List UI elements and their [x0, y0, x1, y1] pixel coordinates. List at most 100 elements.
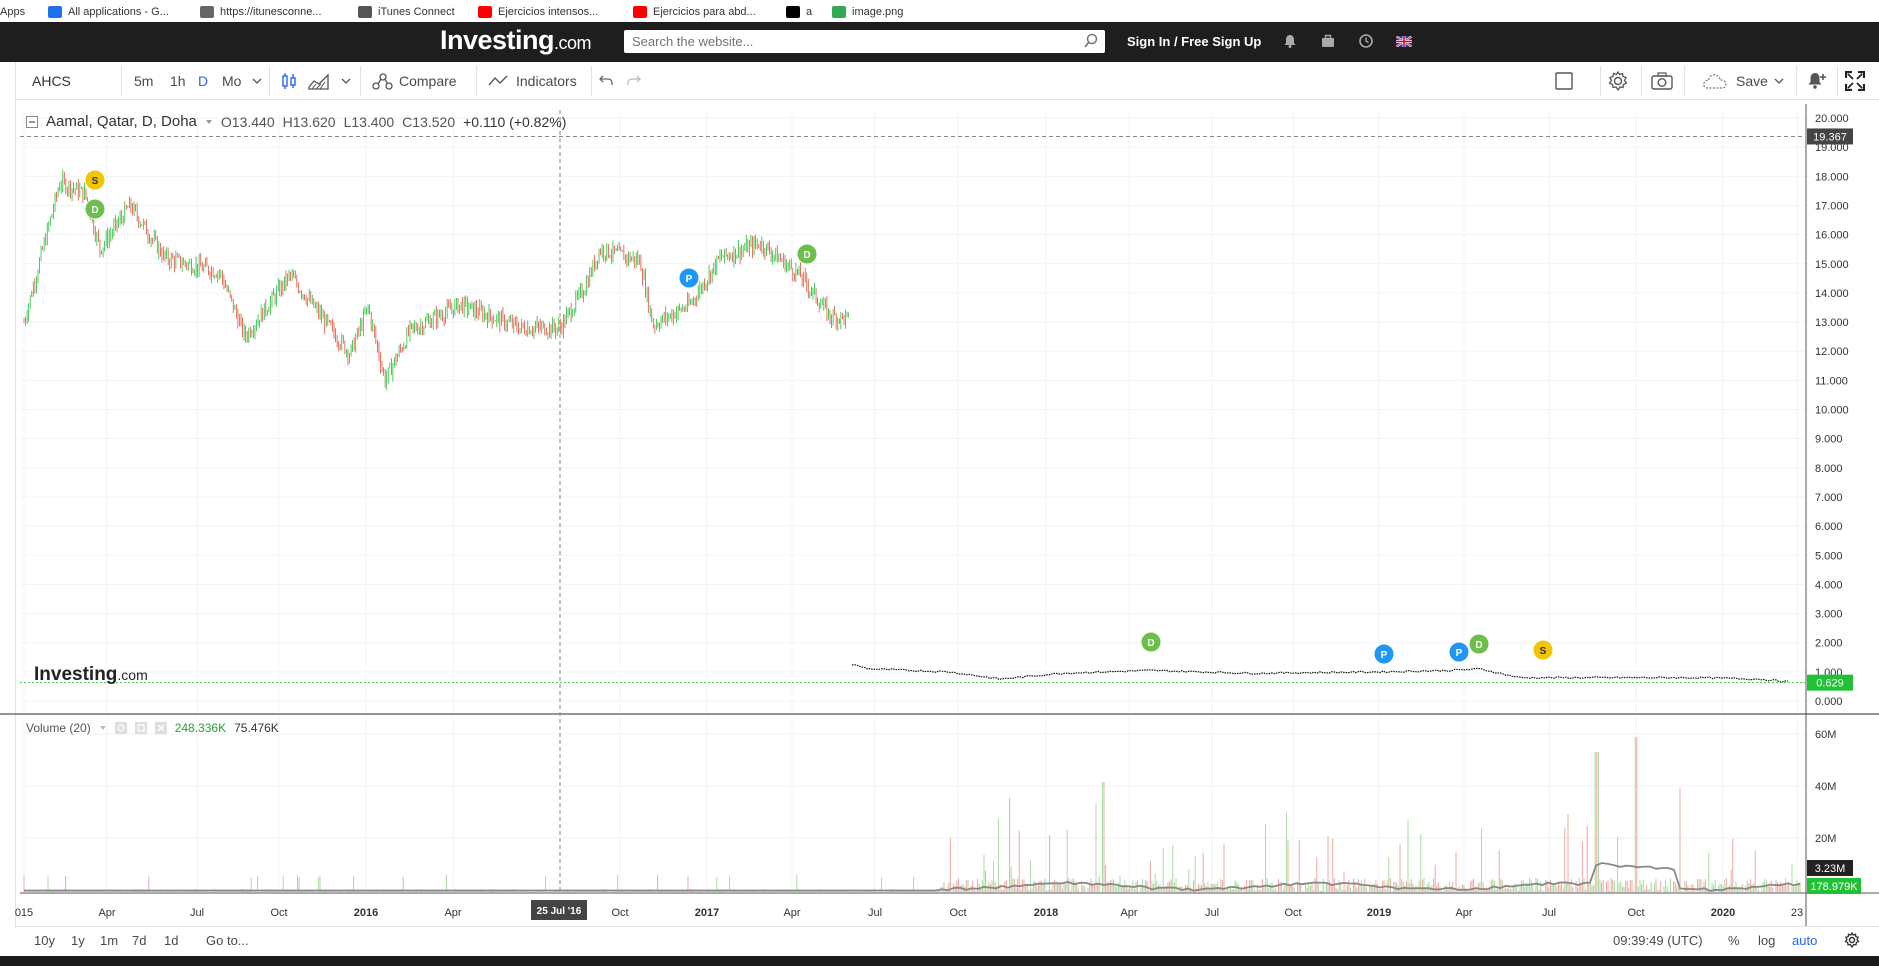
volume-title[interactable]: Volume (20)	[26, 721, 91, 735]
candles-icon[interactable]	[280, 71, 298, 91]
percent-scale-toggle[interactable]: %	[1728, 933, 1740, 948]
price-axis-label: 13.000	[1815, 317, 1849, 329]
price-axis-label: 2.000	[1815, 638, 1843, 650]
apple-icon	[358, 6, 372, 18]
settings-gear-icon[interactable]	[1607, 70, 1629, 92]
compare-button[interactable]: Compare	[399, 73, 457, 89]
legend-symbol-title[interactable]: Aamal, Qatar, D, Doha	[46, 113, 197, 130]
price-pane[interactable]	[20, 110, 1805, 712]
legend-chevron-icon[interactable]	[205, 119, 213, 125]
camera-icon[interactable]	[1651, 72, 1673, 90]
bookmark-item[interactable]: a	[786, 6, 812, 18]
time-axis-label: Apr	[783, 907, 800, 919]
bookmark-item[interactable]: https://itunesconne...	[200, 6, 322, 18]
area-chart-icon[interactable]	[308, 72, 330, 90]
price-axis-label: 18.000	[1815, 171, 1849, 183]
compare-icon[interactable]	[371, 71, 393, 91]
chart-type-chevron-icon[interactable]	[341, 77, 351, 85]
volume-legend: Volume (20) 248.336K 75.476K	[26, 721, 279, 735]
portfolio-icon[interactable]	[1320, 33, 1336, 49]
volume-axis-label: 60M	[1815, 729, 1836, 741]
interval-dropdown-chevron-icon[interactable]	[252, 77, 262, 85]
bookmark-item[interactable]: Apps	[0, 6, 25, 18]
symbol-search[interactable]: AHCS	[32, 73, 71, 89]
volume-axis-label: 40M	[1815, 781, 1836, 793]
legend-high: H13.620	[282, 113, 336, 130]
event-marker-d[interactable]	[84, 198, 106, 220]
log-scale-toggle[interactable]: log	[1758, 933, 1776, 948]
auto-scale-toggle[interactable]: auto	[1792, 933, 1818, 948]
bell-icon[interactable]	[1282, 33, 1298, 49]
scale-settings-gear-icon[interactable]	[1844, 932, 1860, 948]
volume-axis-label: 20M	[1815, 833, 1836, 845]
indicators-icon[interactable]	[488, 75, 508, 87]
collapse-legend-icon[interactable]	[26, 115, 38, 128]
site-header: Investing.com Sign In / Free Sign Up	[0, 22, 1879, 62]
price-axis-label: 17.000	[1815, 200, 1849, 212]
goto-date-button[interactable]: Go to...	[206, 933, 249, 948]
bookmark-item[interactable]: All applications - G...	[48, 6, 169, 18]
save-dropdown-chevron-icon[interactable]	[1774, 77, 1784, 85]
bookmark-item[interactable]: Ejercicios para abd...	[633, 6, 756, 18]
last-price-badge	[1807, 674, 1853, 691]
utc-clock[interactable]: 09:39:49 (UTC)	[1613, 933, 1703, 948]
clock-icon[interactable]	[1358, 33, 1374, 49]
event-marker-p[interactable]	[1448, 641, 1470, 663]
interval-1h[interactable]: 1h	[170, 73, 186, 89]
volume-settings-icon[interactable]	[114, 722, 127, 734]
range-7d[interactable]: 7d	[132, 933, 147, 948]
range-1m[interactable]: 1m	[100, 933, 119, 948]
time-axis-label: Jul	[1205, 907, 1219, 919]
indicators-button[interactable]: Indicators	[516, 73, 577, 89]
bookmarks-bar: Apps All applications - G... https://itune…	[0, 0, 1879, 22]
volume-pane[interactable]	[20, 716, 1805, 892]
fullscreen-frame-icon[interactable]	[1555, 72, 1573, 90]
bookmark-label: https://itunesconne...	[220, 6, 322, 18]
site-search[interactable]	[624, 30, 1105, 53]
event-marker-d[interactable]	[1468, 633, 1490, 655]
cloud-save-icon[interactable]	[1702, 72, 1728, 90]
bookmark-item[interactable]: iTunes Connect	[358, 6, 455, 18]
event-marker-s[interactable]	[1532, 639, 1554, 661]
sign-in-link[interactable]: Sign In / Free Sign Up	[1127, 34, 1262, 49]
volume-ma-value: 75.476K	[234, 721, 279, 735]
volume-remove-icon[interactable]	[154, 722, 167, 734]
drawing-tools-strip[interactable]	[0, 62, 16, 928]
logo-text: Investing	[440, 25, 555, 55]
range-1d[interactable]: 1d	[164, 933, 179, 948]
save-button[interactable]: Save	[1736, 73, 1768, 89]
price-axis-label: 1.000	[1815, 667, 1843, 679]
bookmark-item[interactable]: Ejercicios intensos...	[478, 6, 598, 18]
event-marker-s[interactable]	[84, 169, 106, 191]
bookmark-item[interactable]: image.png	[832, 6, 903, 18]
range-10y[interactable]: 10y	[34, 933, 55, 948]
event-marker-d[interactable]	[796, 243, 818, 265]
event-marker-p[interactable]	[1373, 643, 1395, 665]
price-chart[interactable]: 20.000 19.000 18.000 17.000 16.000 15.000 14.0…	[0, 0, 1879, 926]
undo-icon[interactable]	[599, 74, 613, 86]
fullscreen-icon[interactable]	[1845, 71, 1865, 91]
event-marker-d[interactable]	[1140, 631, 1162, 653]
price-axis-label: 10.000	[1815, 405, 1849, 417]
event-marker-p[interactable]	[678, 267, 700, 289]
interval-mo[interactable]: Mo	[222, 73, 242, 89]
investing-logo[interactable]: Investing.com	[440, 25, 592, 56]
crosshair-date-badge	[531, 900, 587, 920]
uk-flag-icon[interactable]	[1396, 36, 1412, 47]
search-icon[interactable]	[1083, 33, 1099, 49]
volume-hide-icon[interactable]	[134, 722, 147, 734]
legend-open: O13.440	[220, 113, 275, 130]
redo-icon[interactable]	[627, 74, 641, 86]
crosshair-price-badge	[1807, 128, 1853, 145]
investing-watermark: Investing.com	[34, 664, 148, 686]
price-axis-label: 19.000	[1815, 142, 1849, 154]
alert-bell-icon[interactable]	[1806, 71, 1828, 91]
search-input[interactable]	[632, 34, 1072, 49]
bookmark-label: Ejercicios intensos...	[498, 6, 599, 18]
range-1y[interactable]: 1y	[71, 933, 85, 948]
volume-chevron-icon[interactable]	[99, 725, 107, 731]
price-axis-label: 4.000	[1815, 579, 1843, 591]
interval-d[interactable]: D	[198, 73, 209, 89]
price-axis-label: 14.000	[1815, 288, 1849, 300]
interval-5m[interactable]: 5m	[134, 73, 154, 89]
